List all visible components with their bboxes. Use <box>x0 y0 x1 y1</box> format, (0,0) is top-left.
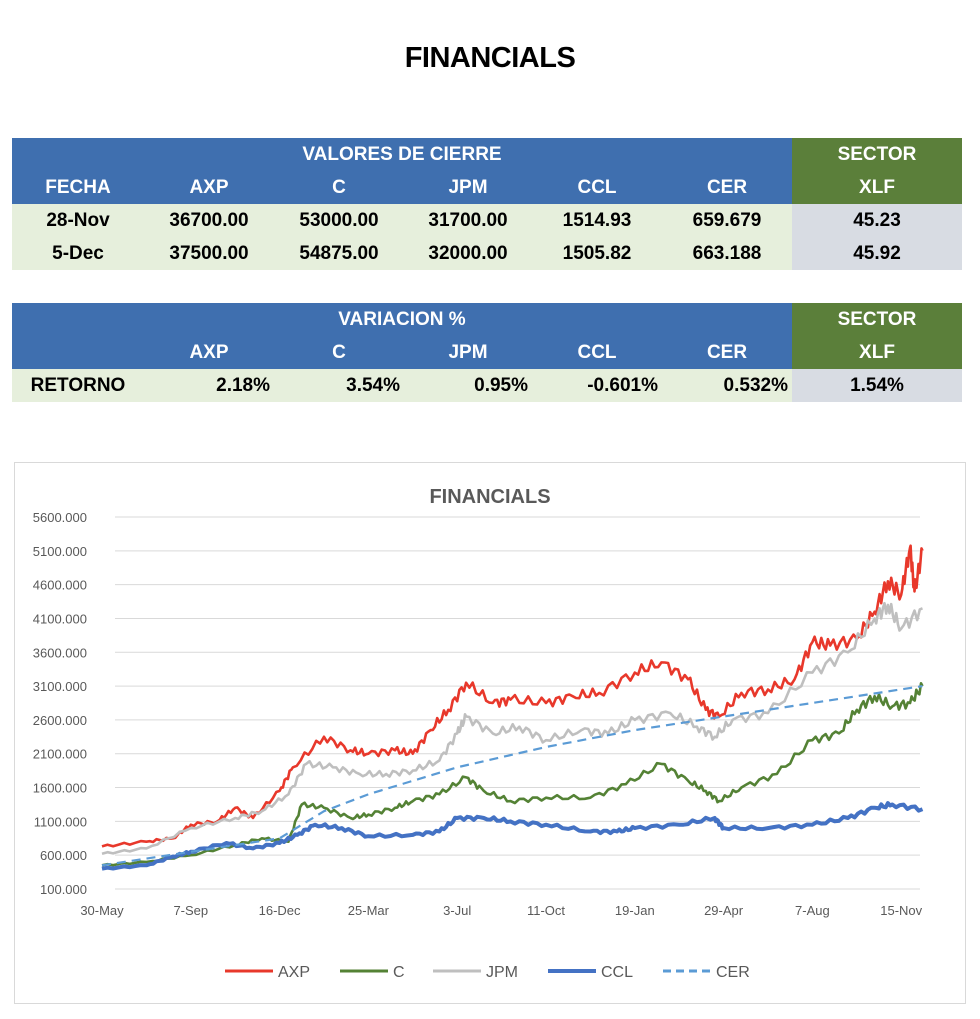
col-header: JPM <box>404 171 532 204</box>
x-tick-label: 7-Sep <box>173 903 208 918</box>
cell: 1.54% <box>792 369 962 402</box>
x-tick-label: 25-Mar <box>348 903 390 918</box>
legend-label-axp: AXP <box>278 964 310 981</box>
cell: 31700.00 <box>404 204 532 237</box>
y-tick-label: 3100.000 <box>33 679 87 694</box>
x-tick-label: 29-Apr <box>704 903 744 918</box>
y-tick-label: 100.000 <box>40 882 87 897</box>
cell: 1514.93 <box>532 204 662 237</box>
col-header: AXP <box>144 336 274 369</box>
col-header: C <box>274 336 404 369</box>
cell: 0.95% <box>404 369 532 402</box>
x-tick-label: 3-Jul <box>443 903 471 918</box>
cell: 36700.00 <box>144 204 274 237</box>
y-tick-label: 5600.000 <box>33 510 87 525</box>
x-tick-label: 30-May <box>80 903 124 918</box>
col-header: CCL <box>532 171 662 204</box>
col-header: AXP <box>144 171 274 204</box>
y-tick-label: 2100.000 <box>33 747 87 762</box>
cell: 0.532% <box>662 369 792 402</box>
table-row: 5-Dec 37500.00 54875.00 32000.00 1505.82… <box>12 237 962 270</box>
col-header: CER <box>662 336 792 369</box>
y-tick-label: 2600.000 <box>33 713 87 728</box>
group-header: VALORES DE CIERRE <box>12 138 792 171</box>
cell: 37500.00 <box>144 237 274 270</box>
chart-container: FINANCIALS 100.000 600.000 1100.000 1600.000… <box>14 462 966 1004</box>
col-header: FECHA <box>12 171 144 204</box>
cell: -0.601% <box>532 369 662 402</box>
cell: 663.188 <box>662 237 792 270</box>
group-header: VARIACION % <box>12 303 792 336</box>
col-header: JPM <box>404 336 532 369</box>
cell: 2.18% <box>144 369 274 402</box>
y-tick-label: 1100.000 <box>34 814 87 829</box>
col-header: XLF <box>792 171 962 204</box>
series-line-cer <box>101 685 923 867</box>
col-header: XLF <box>792 336 962 369</box>
cell: 45.92 <box>792 237 962 270</box>
line-chart: FINANCIALS 100.000 600.000 1100.000 1600.000… <box>33 486 924 981</box>
cell: 45.23 <box>792 204 962 237</box>
legend-label-c: C <box>393 964 405 981</box>
x-tick-label: 15-Nov <box>880 903 922 918</box>
y-tick-label: 4100.000 <box>33 611 87 626</box>
col-header: CCL <box>532 336 662 369</box>
table-row: 28-Nov 36700.00 53000.00 31700.00 1514.9… <box>12 204 962 237</box>
y-tick-label: 5100.000 <box>33 544 87 559</box>
sector-header: SECTOR <box>792 303 962 336</box>
y-tick-label: 1600.000 <box>33 781 87 796</box>
x-tick-label: 19-Jan <box>615 903 655 918</box>
col-header <box>12 336 144 369</box>
chart-title: FINANCIALS <box>429 486 550 508</box>
variation-table: VARIACION % SECTOR AXP C JPM CCL CER XLF … <box>12 303 962 402</box>
series-line-c <box>101 682 924 867</box>
legend-label-jpm: JPM <box>486 964 518 981</box>
page-title: FINANCIALS <box>404 42 576 74</box>
legend-label-ccl: CCL <box>601 964 633 981</box>
x-tick-label: 16-Dec <box>259 903 301 918</box>
y-tick-label: 600.000 <box>40 848 87 863</box>
y-tick-label: 4600.000 <box>33 578 87 593</box>
series-line-jpm <box>101 601 923 856</box>
col-header: C <box>274 171 404 204</box>
cell: 659.679 <box>662 204 792 237</box>
cell: RETORNO <box>12 369 144 402</box>
sector-header: SECTOR <box>792 138 962 171</box>
cell: 54875.00 <box>274 237 404 270</box>
cell: 32000.00 <box>404 237 532 270</box>
col-header: CER <box>662 171 792 204</box>
x-tick-label: 7-Aug <box>795 903 830 918</box>
closing-values-table: VALORES DE CIERRE SECTOR FECHA AXP C JPM … <box>12 138 962 270</box>
cell: 5-Dec <box>12 237 144 270</box>
series-line-ccl <box>101 801 924 871</box>
y-tick-label: 3600.000 <box>33 645 87 660</box>
x-tick-label: 11-Oct <box>527 903 565 918</box>
table-row: RETORNO 2.18% 3.54% 0.95% -0.601% 0.532%… <box>12 369 962 402</box>
cell: 1505.82 <box>532 237 662 270</box>
cell: 28-Nov <box>12 204 144 237</box>
cell: 53000.00 <box>274 204 404 237</box>
cell: 3.54% <box>274 369 404 402</box>
legend-label-cer: CER <box>716 964 750 981</box>
